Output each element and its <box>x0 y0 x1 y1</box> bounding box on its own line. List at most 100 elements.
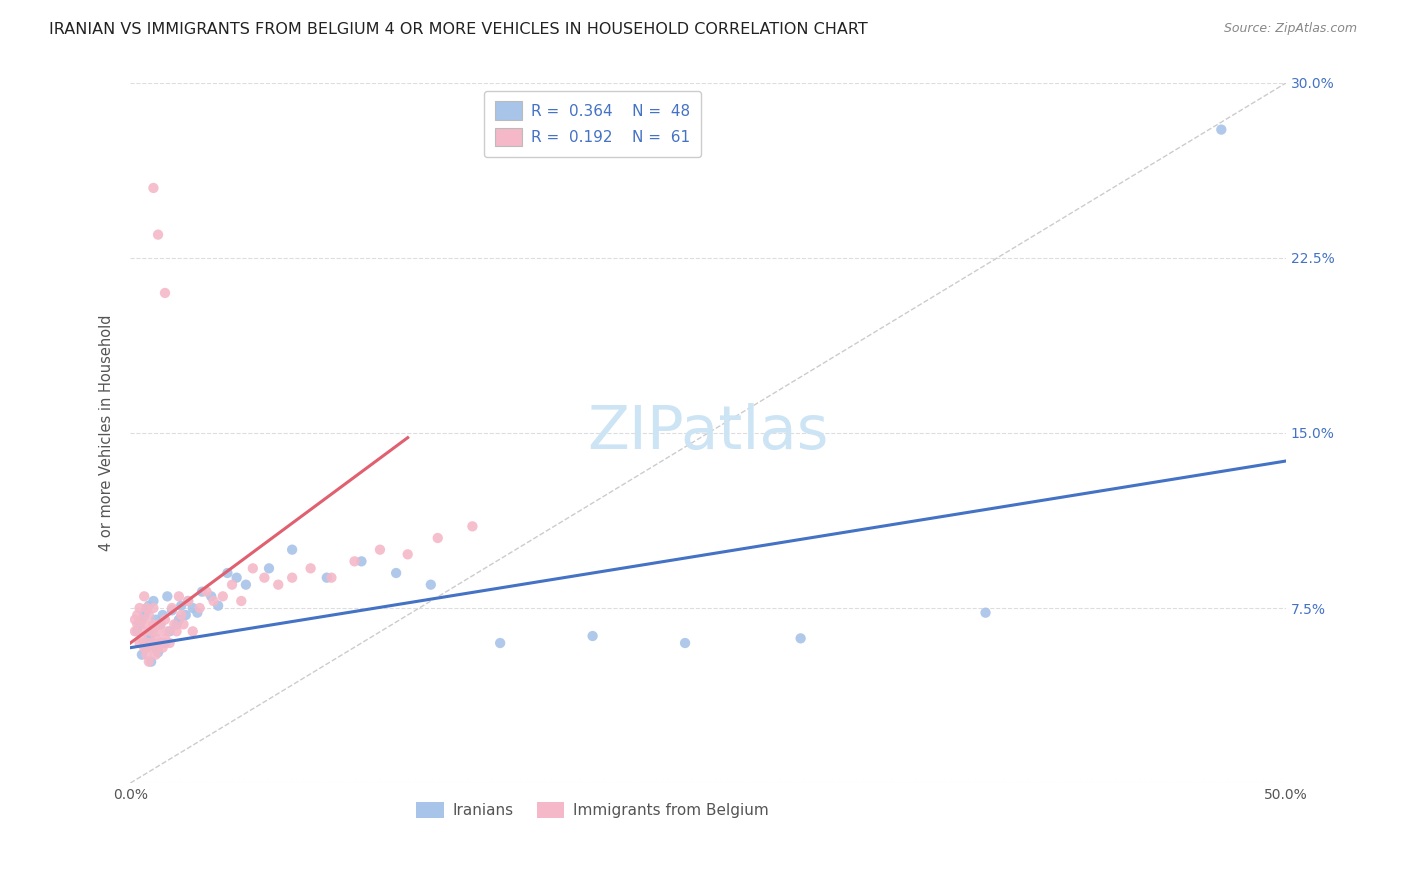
Point <box>142 617 165 632</box>
Point <box>153 636 176 650</box>
Point <box>177 594 200 608</box>
Point <box>131 613 153 627</box>
Point <box>138 655 160 669</box>
Point <box>221 577 243 591</box>
Point <box>128 636 150 650</box>
Point <box>135 640 157 655</box>
Point <box>146 645 169 659</box>
Point <box>167 590 190 604</box>
Point <box>139 624 162 639</box>
Point <box>581 629 603 643</box>
Point <box>186 606 208 620</box>
Point <box>385 566 408 580</box>
Y-axis label: 4 or more Vehicles in Household: 4 or more Vehicles in Household <box>100 315 114 551</box>
Point <box>139 640 162 655</box>
Legend: Iranians, Immigrants from Belgium: Iranians, Immigrants from Belgium <box>411 797 775 824</box>
Point <box>131 632 153 646</box>
Point <box>350 554 373 568</box>
Point <box>145 640 167 655</box>
Point <box>426 531 449 545</box>
Point <box>139 626 162 640</box>
Point <box>149 617 172 632</box>
Point <box>145 648 167 662</box>
Text: Source: ZipAtlas.com: Source: ZipAtlas.com <box>1223 22 1357 36</box>
Point <box>134 636 156 650</box>
Point <box>242 561 264 575</box>
Point <box>142 636 165 650</box>
Point <box>315 571 337 585</box>
Point <box>127 617 149 632</box>
Point <box>789 632 811 646</box>
Point <box>673 636 696 650</box>
Point <box>124 624 146 639</box>
Point <box>166 617 188 632</box>
Point <box>134 640 156 655</box>
Point <box>181 601 204 615</box>
Point <box>146 640 169 655</box>
Point <box>146 227 169 242</box>
Point <box>138 632 160 646</box>
Point <box>181 624 204 639</box>
Point <box>138 607 160 622</box>
Point <box>127 607 149 622</box>
Point <box>396 547 419 561</box>
Point <box>200 590 222 604</box>
Point <box>159 624 181 639</box>
Point <box>131 613 153 627</box>
Point <box>142 181 165 195</box>
Point <box>281 571 304 585</box>
Point <box>149 636 172 650</box>
Point <box>177 594 200 608</box>
Point <box>299 561 322 575</box>
Point <box>142 601 165 615</box>
Point <box>170 599 193 613</box>
Point <box>153 613 176 627</box>
Point <box>231 594 253 608</box>
Point <box>145 613 167 627</box>
Point <box>138 636 160 650</box>
Point <box>191 584 214 599</box>
Point <box>153 632 176 646</box>
Point <box>974 606 997 620</box>
Point <box>142 622 165 636</box>
Point <box>135 617 157 632</box>
Point <box>160 603 183 617</box>
Point <box>343 554 366 568</box>
Point <box>134 590 156 604</box>
Point <box>167 613 190 627</box>
Point <box>489 636 512 650</box>
Point <box>217 566 239 580</box>
Point <box>170 607 193 622</box>
Point <box>149 617 172 632</box>
Point <box>159 636 181 650</box>
Point <box>138 599 160 613</box>
Point <box>225 571 247 585</box>
Point <box>128 601 150 615</box>
Point <box>267 577 290 591</box>
Point <box>253 571 276 585</box>
Point <box>461 519 484 533</box>
Point <box>281 542 304 557</box>
Point <box>153 285 176 300</box>
Point <box>135 603 157 617</box>
Point <box>419 577 441 591</box>
Point <box>156 624 179 639</box>
Point <box>135 601 157 615</box>
Text: IRANIAN VS IMMIGRANTS FROM BELGIUM 4 OR MORE VEHICLES IN HOUSEHOLD CORRELATION C: IRANIAN VS IMMIGRANTS FROM BELGIUM 4 OR … <box>49 22 868 37</box>
Point <box>1211 122 1233 136</box>
Point <box>188 601 211 615</box>
Point <box>127 624 149 639</box>
Point <box>257 561 280 575</box>
Point <box>235 577 257 591</box>
Point <box>166 624 188 639</box>
Point <box>321 571 343 585</box>
Point <box>195 584 218 599</box>
Point <box>211 590 233 604</box>
Point <box>134 607 156 622</box>
Point <box>131 648 153 662</box>
Point <box>152 607 174 622</box>
Point <box>173 617 195 632</box>
Point <box>160 601 183 615</box>
Point <box>163 617 186 632</box>
Point <box>142 594 165 608</box>
